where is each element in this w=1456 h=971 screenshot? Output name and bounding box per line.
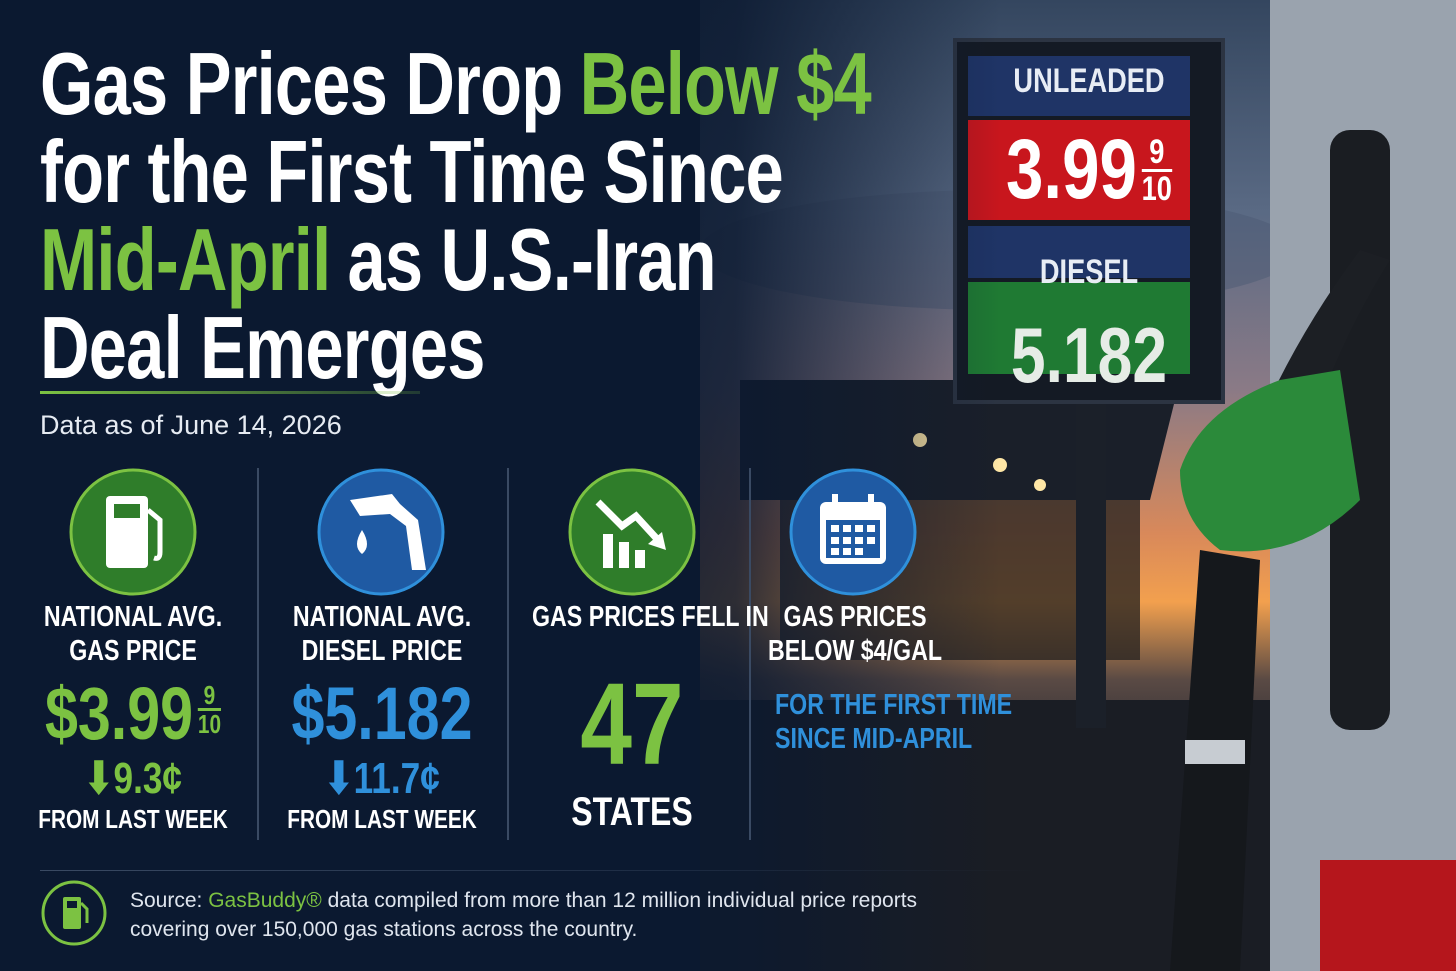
- stat-label: GAS PRICES BELOW $4/GAL: [755, 600, 955, 668]
- bar-icon: [603, 534, 613, 568]
- stat-gas: NATIONAL AVG. GAS PRICE $3.99 9 10 ⬇9.3¢ FR…: [8, 600, 258, 834]
- icon-circle: [568, 468, 696, 596]
- calendar-icon: [832, 494, 838, 510]
- stat-value: $3.99 9 10: [33, 674, 233, 754]
- label-line: BELOW $4/GAL: [767, 635, 942, 667]
- date: Data as of June 14, 2026: [40, 410, 342, 440]
- label-line: NATIONAL AVG.: [43, 601, 223, 633]
- highlight-line: FOR THE FIRST TIME: [775, 689, 1013, 721]
- pump-icon: [79, 901, 89, 923]
- stat-states: GAS PRICES FELL IN 47 STATES: [507, 600, 769, 835]
- change-value: 9.3¢: [113, 754, 182, 803]
- calendar-icon: [868, 494, 874, 510]
- sign-label: DIESEL: [1039, 253, 1139, 291]
- value-main: $3.99: [44, 672, 194, 755]
- source-note: Source: GasBuddy® data compiled from mor…: [130, 886, 917, 944]
- stat-diesel: NATIONAL AVG. DIESEL PRICE $5.182 ⬇11.7¢ …: [257, 600, 507, 834]
- nozzle-grip: [1180, 370, 1360, 552]
- label-line: GAS PRICE: [69, 635, 197, 667]
- change-value: 11.7¢: [353, 754, 440, 803]
- source-brand: GasBuddy®: [208, 889, 322, 912]
- fraction-den: 10: [197, 709, 222, 739]
- headline-line: Gas Prices Drop Below $4: [40, 40, 888, 128]
- stat-change: ⬇11.7¢: [324, 754, 440, 803]
- pump-stripe: [1320, 860, 1456, 971]
- headline-part: Mid-April: [40, 210, 331, 309]
- pump-icon: [146, 508, 163, 561]
- source-icon: [41, 880, 107, 946]
- headline-part: for the First Time Since: [40, 122, 784, 221]
- source-line: Source: GasBuddy® data compiled from mor…: [130, 886, 917, 915]
- trend-icon: [595, 499, 661, 543]
- sign-fraction: 9 10: [1141, 135, 1172, 208]
- stat-label: NATIONAL AVG. GAS PRICE: [33, 600, 233, 668]
- fraction-num: 9: [197, 682, 222, 711]
- stat-label: GAS PRICES FELL IN: [532, 600, 769, 634]
- stat-icons: [69, 468, 917, 596]
- stat-highlight: FOR THE FIRST TIME SINCE MID-APRIL: [775, 688, 1013, 756]
- divider: [749, 468, 751, 840]
- sign-label: UNLEADED: [1013, 62, 1165, 100]
- source-prefix: Source:: [130, 889, 203, 912]
- highlight-line: SINCE MID-APRIL: [775, 723, 973, 755]
- stat-value: 47: [580, 659, 684, 789]
- headline-part: as U.S.-Iran: [347, 210, 717, 309]
- source-text: data compiled from more than 12 million …: [327, 889, 918, 912]
- stat-value: $5.182: [291, 672, 473, 755]
- title-underline: [40, 391, 420, 394]
- headline: Gas Prices Drop Below $4 for the First Tim…: [40, 40, 888, 392]
- stat-note: FROM LAST WEEK: [38, 804, 228, 834]
- stat-note: STATES: [571, 790, 693, 834]
- source-line: covering over 150,000 gas stations acros…: [130, 918, 638, 941]
- label-line: GAS PRICES: [783, 601, 927, 633]
- headline-line: Mid-April as U.S.-Iran: [40, 216, 888, 304]
- stat-label: NATIONAL AVG. DIESEL PRICE: [282, 600, 482, 668]
- stat-note: FROM LAST WEEK: [287, 804, 477, 834]
- value-fraction: 9 10: [197, 682, 222, 739]
- label-line: NATIONAL AVG.: [292, 601, 472, 633]
- headline-line: for the First Time Since: [40, 128, 888, 216]
- nozzle-ring: [1185, 740, 1245, 764]
- sign-price: 5.182: [1010, 311, 1168, 399]
- headline-part: Below $4: [579, 34, 872, 133]
- divider: [257, 468, 259, 840]
- pump-icon: [114, 504, 140, 518]
- fraction-num: 9: [1141, 135, 1172, 172]
- drop-icon: [357, 530, 367, 554]
- fraction-den: 10: [1141, 170, 1172, 208]
- pump-icon: [67, 901, 77, 908]
- stat-below: GAS PRICES BELOW $4/GAL FOR THE FIRST TIM…: [730, 600, 1013, 756]
- label-line: GAS PRICES FELL IN: [532, 601, 769, 633]
- trend-icon: [648, 532, 666, 550]
- bar-icon: [619, 542, 629, 568]
- light: [1034, 479, 1046, 491]
- headline-part: Deal Emerges: [40, 298, 485, 397]
- icon-circle: [317, 468, 445, 596]
- nozzle-icon: [350, 494, 426, 570]
- sign-post: [1076, 398, 1106, 728]
- label-line: DIESEL PRICE: [301, 635, 463, 667]
- sign-panel: [968, 226, 1190, 278]
- sign-price-main: 3.99: [1006, 122, 1137, 216]
- sign-price: 3.99 9 10: [982, 121, 1196, 217]
- sign-panel: [968, 56, 1190, 116]
- headline-part: Gas Prices Drop: [40, 34, 563, 133]
- icon-circle: [41, 880, 107, 946]
- calendar-grid: [831, 525, 875, 555]
- headline-line: Deal Emerges: [40, 304, 888, 392]
- divider: [507, 468, 509, 840]
- sign-panel: [968, 282, 1190, 374]
- bar-icon: [635, 550, 645, 568]
- sign-text: UNLEADED 3.99 9 10 DIESEL 5.182: [955, 62, 1223, 401]
- stat-change: ⬇9.3¢: [83, 754, 182, 803]
- footer-rule: [40, 870, 1040, 871]
